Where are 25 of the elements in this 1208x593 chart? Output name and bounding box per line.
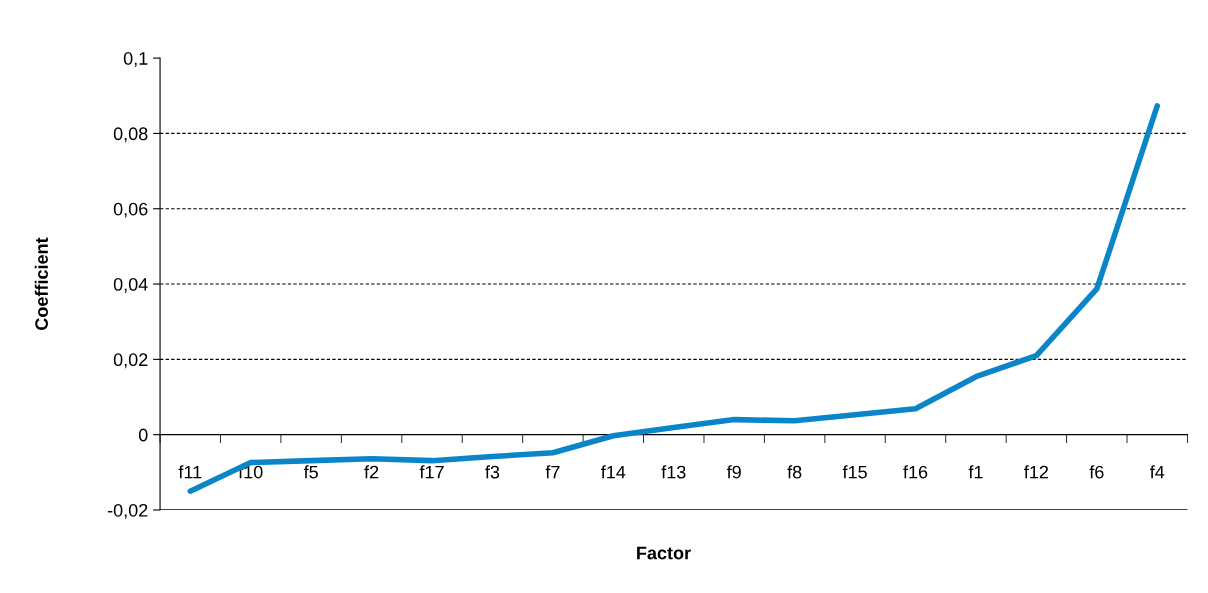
x-tick-label: f1 bbox=[968, 465, 983, 479]
y-tick-label: 0,02 bbox=[113, 353, 148, 369]
y-tick-label: 0,04 bbox=[113, 277, 148, 293]
y-tick-label: 0,06 bbox=[113, 202, 148, 218]
x-tick-label: f4 bbox=[1149, 465, 1165, 479]
y-axis-title: Coefficient bbox=[34, 237, 48, 330]
x-tick-label: f13 bbox=[661, 465, 686, 479]
x-tick-label: f17 bbox=[419, 465, 444, 479]
x-tick-label: f5 bbox=[303, 465, 318, 479]
x-tick-label: f6 bbox=[1089, 465, 1104, 479]
x-tick-label: f15 bbox=[842, 465, 867, 479]
y-tick-label: 0,1 bbox=[123, 52, 148, 67]
x-tick-label: f8 bbox=[787, 465, 802, 479]
y-tick-label: -0,02 bbox=[107, 503, 148, 519]
y-tick-label: 0,08 bbox=[113, 127, 148, 143]
x-tick-label: f16 bbox=[903, 465, 928, 479]
x-tick-label: f12 bbox=[1024, 465, 1049, 479]
x-tick-label: f2 bbox=[364, 465, 379, 479]
y-tick-label: 0 bbox=[138, 428, 148, 442]
x-tick-label: f3 bbox=[485, 465, 500, 479]
x-tick-label: f7 bbox=[545, 465, 560, 479]
x-axis-title: Factor bbox=[637, 546, 691, 560]
x-tick-label: f9 bbox=[726, 465, 741, 479]
x-tick-label: f14 bbox=[601, 465, 626, 479]
x-tick-label: f11 bbox=[178, 465, 202, 479]
